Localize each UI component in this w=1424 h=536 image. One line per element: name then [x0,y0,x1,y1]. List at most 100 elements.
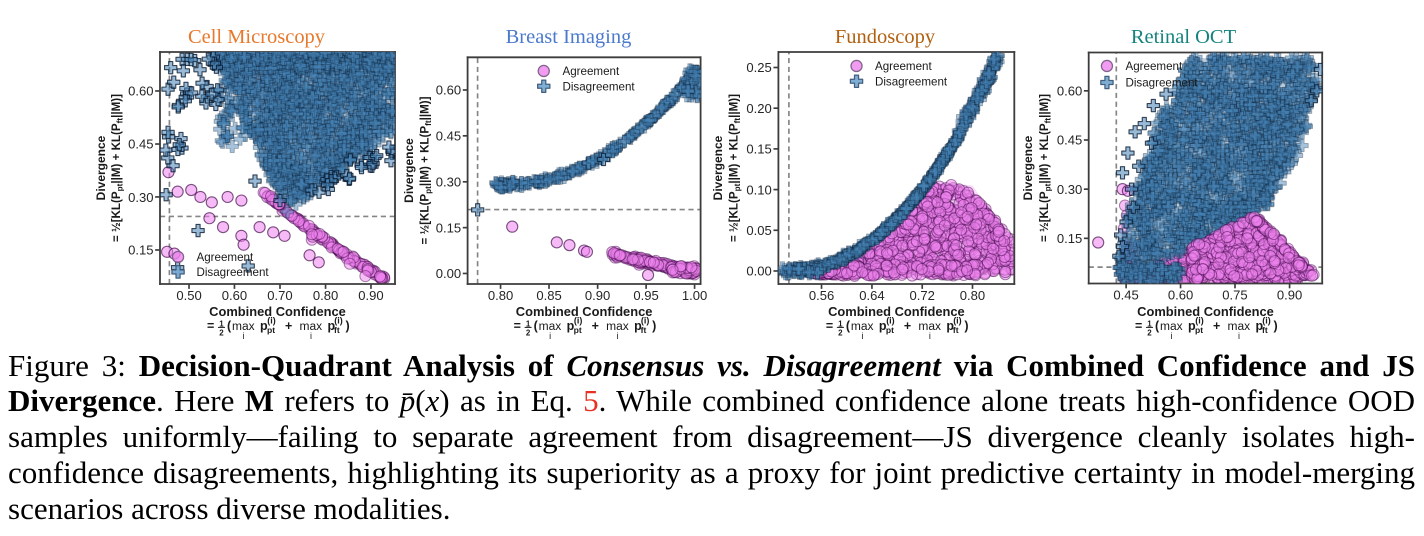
svg-text:max: max [606,319,629,333]
svg-text:0.60: 0.60 [128,84,153,99]
svg-text:(i): (i) [334,316,342,326]
svg-text:Fundoscopy: Fundoscopy [835,26,936,48]
svg-text:=: = [514,319,521,333]
svg-text:i: i [861,331,863,341]
svg-text:= ½[KL(Ppt||M) + KL(Pft||M)]: = ½[KL(Ppt||M) + KL(Pft||M)] [110,94,124,242]
svg-text:0.72: 0.72 [910,288,935,303]
svg-text:i: i [310,331,312,341]
svg-text:1: 1 [1147,320,1152,329]
svg-text:=: = [1135,319,1142,333]
svg-text:0.90: 0.90 [1277,287,1302,302]
svg-text:0.45: 0.45 [1057,133,1082,148]
svg-text:= ½[KL(Ppt||M) + KL(Pft||M)]: = ½[KL(Ppt||M) + KL(Pft||M)] [418,96,432,244]
svg-text:(: ( [1155,319,1160,333]
svg-text:+: + [1213,319,1220,333]
svg-text:(: ( [227,319,232,333]
svg-text:Disagreement: Disagreement [1126,77,1199,90]
svg-text:p: p [634,319,642,333]
svg-text:= ½[KL(Ppt||M) + KL(Pft||M)]: = ½[KL(Ppt||M) + KL(Pft||M)] [1038,94,1052,242]
svg-text:Disagreement: Disagreement [562,80,635,93]
svg-text:max: max [851,319,874,333]
svg-text:0.64: 0.64 [859,288,884,303]
svg-text:0.70: 0.70 [267,288,292,303]
svg-text:Divergence: Divergence [402,138,416,203]
svg-text:=: = [207,319,214,333]
svg-text:0.50: 0.50 [176,288,201,303]
svg-text:=: = [826,319,833,333]
svg-text:p: p [879,319,887,333]
svg-text:0.80: 0.80 [313,288,338,303]
svg-text:(i): (i) [1195,316,1203,326]
svg-text:0.85: 0.85 [536,288,561,303]
svg-text:Divergence: Divergence [1021,135,1035,200]
svg-text:Divergence: Divergence [711,135,725,200]
svg-text:0.00: 0.00 [436,266,461,281]
svg-text:1.00: 1.00 [682,288,707,303]
svg-text:0.15: 0.15 [436,220,461,235]
svg-text:Agreement: Agreement [562,65,619,78]
svg-text:(i): (i) [641,316,649,326]
svg-text:(i): (i) [1262,316,1270,326]
svg-text:0.15: 0.15 [746,142,771,157]
svg-text:i: i [243,331,245,341]
svg-text:Combined Confidence: Combined Confidence [1137,304,1274,319]
svg-text:i: i [1238,331,1240,341]
svg-text:Agreement: Agreement [197,251,254,264]
svg-text:2: 2 [219,328,224,337]
svg-text:pt: pt [886,325,894,335]
svg-text:0.60: 0.60 [1168,287,1193,302]
svg-text:0.05: 0.05 [746,223,771,238]
svg-text:Combined Confidence: Combined Confidence [828,304,965,319]
svg-text:max: max [1160,319,1183,333]
svg-text:2: 2 [526,328,531,337]
svg-text:0.45: 0.45 [128,137,153,152]
svg-text:pt: pt [1195,325,1203,335]
svg-text:Agreement: Agreement [1126,60,1183,73]
svg-text:max: max [539,319,562,333]
svg-text:0.15: 0.15 [1057,231,1082,246]
svg-text:ft: ft [953,325,959,335]
svg-text:1: 1 [219,320,224,329]
svg-text:max: max [918,319,941,333]
svg-text:0.15: 0.15 [128,243,153,258]
svg-text:0.90: 0.90 [358,288,383,303]
svg-text:i: i [549,331,551,341]
svg-text:0.95: 0.95 [633,288,658,303]
svg-text:p: p [946,319,954,333]
svg-text:ft: ft [641,325,647,335]
svg-text:pt: pt [574,325,582,335]
svg-text:p: p [567,319,575,333]
svg-text:(i): (i) [886,316,894,326]
svg-text:): ) [964,319,968,333]
svg-text:0.30: 0.30 [128,190,153,205]
svg-text:0.60: 0.60 [1057,84,1082,99]
svg-text:max: max [1228,319,1251,333]
svg-text:Retinal OCT: Retinal OCT [1131,26,1237,48]
svg-text:Disagreement: Disagreement [875,75,948,88]
svg-text:(i): (i) [953,316,961,326]
svg-text:0.45: 0.45 [1113,287,1138,302]
svg-text:Combined Confidence: Combined Confidence [516,304,653,319]
svg-text:ft: ft [1262,325,1268,335]
svg-text:p: p [1255,319,1263,333]
svg-text:pt: pt [267,325,275,335]
svg-text:Combined Confidence: Combined Confidence [209,304,346,319]
svg-text:= ½[KL(Ppt||M) + KL(Pft||M)]: = ½[KL(Ppt||M) + KL(Pft||M)] [727,94,741,242]
svg-text:(i): (i) [267,316,275,326]
svg-text:(i): (i) [574,316,582,326]
svg-text:0.30: 0.30 [1057,182,1082,197]
svg-text:Disagreement: Disagreement [197,266,270,279]
svg-text:i: i [1170,331,1172,341]
svg-text:0.60: 0.60 [222,288,247,303]
svg-text:p: p [1188,319,1196,333]
svg-text:max: max [299,319,322,333]
svg-text:2: 2 [838,328,843,337]
svg-text:1: 1 [526,320,531,329]
svg-text:): ) [1274,319,1278,333]
svg-text:i: i [929,331,931,341]
svg-text:0.80: 0.80 [488,288,513,303]
svg-text:0.00: 0.00 [746,264,771,279]
svg-text:ft: ft [334,325,340,335]
svg-text:): ) [652,319,656,333]
svg-text:0.10: 0.10 [746,182,771,197]
